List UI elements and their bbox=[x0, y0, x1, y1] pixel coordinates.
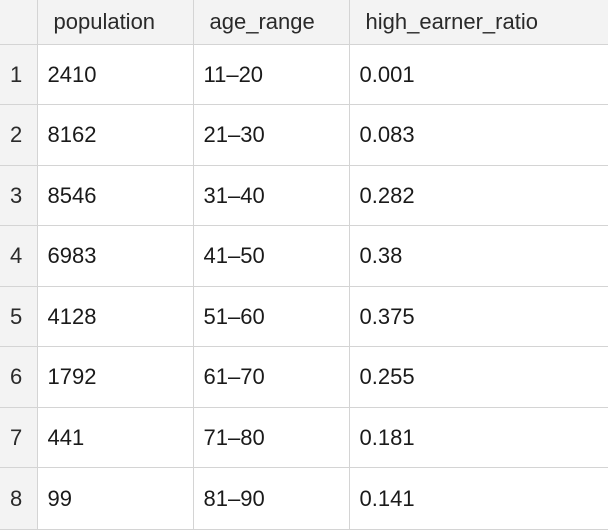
column-header-high-earner-ratio[interactable]: high_earner_ratio bbox=[349, 0, 608, 45]
row-index: 6 bbox=[0, 346, 38, 408]
cell-high-earner-ratio[interactable]: 0.083 bbox=[349, 104, 608, 166]
table-row[interactable]: 3 8546 31–40 0.282 bbox=[0, 165, 608, 227]
cell-high-earner-ratio[interactable]: 0.375 bbox=[349, 286, 608, 348]
cell-population[interactable]: 99 bbox=[37, 467, 194, 530]
cell-high-earner-ratio[interactable]: 0.255 bbox=[349, 346, 608, 408]
table-row[interactable]: 6 1792 61–70 0.255 bbox=[0, 346, 608, 408]
row-index: 8 bbox=[0, 467, 38, 530]
table-header: population age_range high_earner_ratio bbox=[0, 0, 608, 45]
table-row[interactable]: 8 99 81–90 0.141 bbox=[0, 467, 608, 530]
cell-age-range[interactable]: 41–50 bbox=[193, 225, 350, 287]
cell-age-range[interactable]: 81–90 bbox=[193, 467, 350, 530]
corner-cell bbox=[0, 0, 38, 45]
cell-population[interactable]: 2410 bbox=[37, 44, 194, 106]
cell-population[interactable]: 8546 bbox=[37, 165, 194, 227]
table-body: 1 2410 11–20 0.001 2 8162 21–30 0.083 3 … bbox=[0, 44, 608, 530]
table-row[interactable]: 5 4128 51–60 0.375 bbox=[0, 286, 608, 348]
cell-high-earner-ratio[interactable]: 0.181 bbox=[349, 407, 608, 469]
row-index: 5 bbox=[0, 286, 38, 348]
cell-high-earner-ratio[interactable]: 0.141 bbox=[349, 467, 608, 530]
table-row[interactable]: 7 441 71–80 0.181 bbox=[0, 407, 608, 469]
cell-high-earner-ratio[interactable]: 0.38 bbox=[349, 225, 608, 287]
header-row: population age_range high_earner_ratio bbox=[0, 0, 608, 45]
column-header-age-range[interactable]: age_range bbox=[193, 0, 350, 45]
cell-age-range[interactable]: 51–60 bbox=[193, 286, 350, 348]
cell-high-earner-ratio[interactable]: 0.001 bbox=[349, 44, 608, 106]
row-index: 3 bbox=[0, 165, 38, 227]
cell-population[interactable]: 6983 bbox=[37, 225, 194, 287]
row-index: 2 bbox=[0, 104, 38, 166]
row-index: 4 bbox=[0, 225, 38, 287]
cell-age-range[interactable]: 61–70 bbox=[193, 346, 350, 408]
cell-age-range[interactable]: 71–80 bbox=[193, 407, 350, 469]
cell-age-range[interactable]: 11–20 bbox=[193, 44, 350, 106]
cell-age-range[interactable]: 21–30 bbox=[193, 104, 350, 166]
table-row[interactable]: 2 8162 21–30 0.083 bbox=[0, 104, 608, 166]
cell-population[interactable]: 441 bbox=[37, 407, 194, 469]
cell-high-earner-ratio[interactable]: 0.282 bbox=[349, 165, 608, 227]
cell-population[interactable]: 8162 bbox=[37, 104, 194, 166]
table-row[interactable]: 4 6983 41–50 0.38 bbox=[0, 225, 608, 287]
row-index: 1 bbox=[0, 44, 38, 106]
column-header-population[interactable]: population bbox=[37, 0, 194, 45]
cell-population[interactable]: 1792 bbox=[37, 346, 194, 408]
cell-age-range[interactable]: 31–40 bbox=[193, 165, 350, 227]
row-index: 7 bbox=[0, 407, 38, 469]
table-row[interactable]: 1 2410 11–20 0.001 bbox=[0, 44, 608, 106]
cell-population[interactable]: 4128 bbox=[37, 286, 194, 348]
